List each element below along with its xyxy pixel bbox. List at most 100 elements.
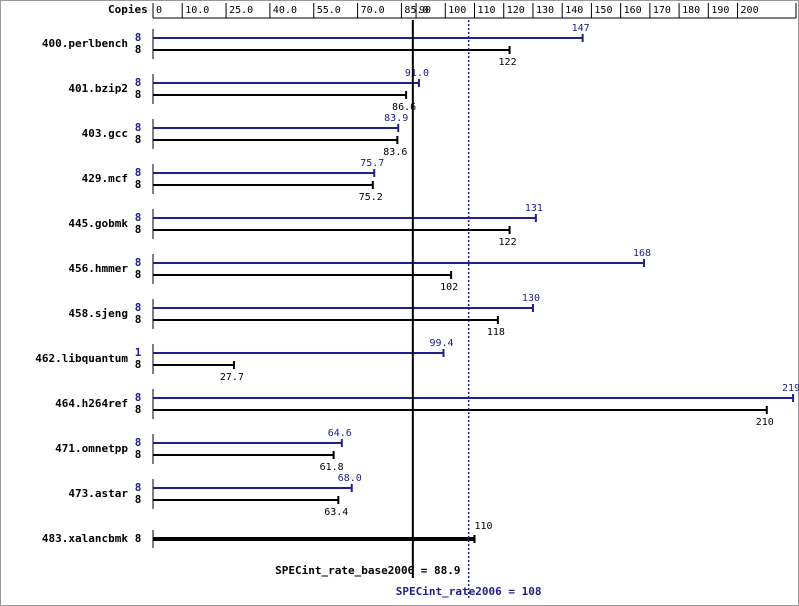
copies-label: 8 [135,121,142,134]
bar [153,172,375,174]
benchmark-name: 458.sjeng [68,307,128,320]
value-label: 210 [756,417,774,428]
benchmark-name: 401.bzip2 [68,82,128,95]
bar [153,262,645,264]
x-tick-label: 150 [594,5,612,16]
bar [153,307,533,309]
x-tick-label: 140 [565,5,583,16]
value-label: 75.2 [359,192,383,203]
bar [153,499,339,501]
x-tick-label: 25.0 [229,5,253,16]
reference-label: SPECint_rate2006 = 108 [396,585,542,598]
value-label: 122 [499,57,517,68]
copies-label: 8 [135,358,142,371]
value-label: 130 [522,293,540,304]
x-tick-label: 55.0 [317,5,341,16]
bar [153,364,234,366]
bar [153,94,407,96]
benchmark-name: 445.gobmk [68,217,128,230]
x-tick-label: 40.0 [273,5,297,16]
value-label: 147 [572,23,590,34]
benchmark-name: 456.hmmer [68,262,128,275]
copies-label: 8 [135,31,142,44]
bar [153,217,536,219]
value-label: 99.4 [429,338,453,349]
value-label: 27.7 [220,372,244,383]
value-label: 83.9 [384,113,408,124]
benchmark-name: 483.xalancbmk [42,532,128,545]
x-tick-label: 180 [682,5,700,16]
x-tick-label: 90 [419,5,431,16]
value-label: 61.8 [320,462,344,473]
bar [153,127,399,129]
benchmark-name: 429.mcf [82,172,128,185]
bar [153,537,475,541]
bar [153,274,452,276]
value-label: 122 [499,237,517,248]
benchmark-name: 473.astar [68,487,128,500]
bar [153,397,794,399]
copies-label: 8 [135,532,142,545]
copies-label: 8 [135,403,142,416]
copies-label: 8 [135,43,142,56]
x-tick-label: 170 [653,5,671,16]
value-label: 118 [487,327,505,338]
copies-label: 8 [135,268,142,281]
benchmark-name: 403.gcc [82,127,128,140]
x-tick-label: 130 [536,5,554,16]
benchmark-name: 462.libquantum [35,352,128,365]
x-tick-label: 0 [156,5,162,16]
copies-label: 8 [135,223,142,236]
x-tick-label: 120 [507,5,525,16]
copies-label: 8 [135,76,142,89]
copies-label: 8 [135,481,142,494]
x-tick-label: 160 [624,5,642,16]
benchmark-name: 471.omnetpp [55,442,128,455]
x-tick-label: 10.0 [185,5,209,16]
reference-label: SPECint_rate_base2006 = 88.9 [275,564,460,577]
x-tick-label: 200 [741,5,759,16]
benchmark-name: 400.perlbench [42,37,128,50]
bar [153,184,373,186]
copies-label: 8 [135,436,142,449]
value-label: 168 [633,248,651,259]
x-tick-label: 190 [711,5,729,16]
copies-label: 8 [135,88,142,101]
bar [153,409,767,411]
value-label: 86.6 [392,102,416,113]
copies-label: 8 [135,211,142,224]
bar [153,319,498,321]
copies-label: 8 [135,256,142,269]
value-label: 102 [440,282,458,293]
benchmark-name: 464.h264ref [55,397,128,410]
x-tick-label: 100 [448,5,466,16]
copies-label: 8 [135,313,142,326]
value-label: 75.7 [360,158,384,169]
x-tick-label: 110 [478,5,496,16]
bar [153,454,334,456]
copies-label: 1 [135,346,142,359]
copies-label: 8 [135,166,142,179]
bar [153,352,444,354]
value-label: 83.6 [383,147,407,158]
value-label: 131 [525,203,543,214]
bar [153,37,583,39]
bar [153,442,342,444]
value-label: 91.0 [405,68,429,79]
value-label: 63.4 [324,507,348,518]
bar [153,49,510,51]
bar [153,229,510,231]
value-label: 219 [782,383,799,394]
copies-header: Copies [108,3,148,16]
bar [153,139,398,141]
value-label: 64.6 [328,428,352,439]
x-tick-label: 70.0 [361,5,385,16]
copies-label: 8 [135,178,142,191]
value-label: 110 [475,521,493,532]
value-label: 68.0 [338,473,362,484]
copies-label: 8 [135,301,142,314]
bar [153,82,419,84]
copies-label: 8 [135,493,142,506]
